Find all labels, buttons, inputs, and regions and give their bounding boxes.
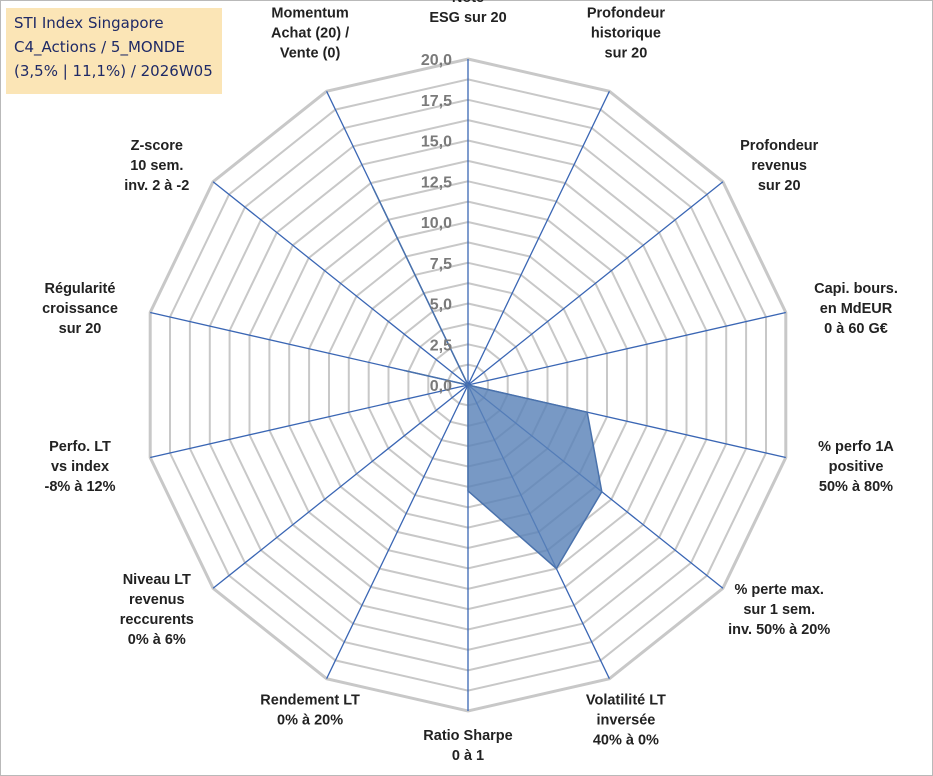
axis-label-line: ESG sur 20 [429, 10, 506, 26]
axis-label: % perfo 1A positive 50% à 80% [818, 439, 894, 495]
axis-label-line: positive [829, 459, 884, 475]
axis-label-line: sur 20 [605, 45, 648, 61]
axis-label: Rendement LT 0% à 20% [260, 693, 360, 729]
axis-label: Ratio Sharpe 0 à 1 [423, 728, 512, 764]
axis-label-line: historique [591, 25, 661, 41]
axis-label-line: Volatilité LT [586, 693, 666, 709]
axis-label: % perte max. sur 1 sem. inv. 50% à 20% [728, 582, 830, 638]
title-line-1: STI Index Singapore [14, 14, 164, 32]
axis-label: Z-score 10 sem. inv. 2 à -2 [124, 138, 189, 194]
axis-label-line: 10 sem. [130, 158, 183, 174]
axis-label-line: Profondeur [587, 5, 665, 21]
tick-label: 10,0 [421, 215, 452, 232]
axis-label-line: Note [452, 0, 484, 6]
tick-label: 17,5 [421, 93, 452, 110]
tick-label: 5,0 [430, 297, 452, 314]
chart-title-box: STI Index Singapore C4_Actions / 5_MONDE… [6, 8, 222, 94]
axis-spoke [212, 384, 469, 589]
axis-label-line: Profondeur [740, 138, 818, 154]
axis-label-line: 0% à 6% [128, 632, 186, 648]
data-polygon [371, 186, 603, 570]
axis-label-line: inversée [596, 713, 655, 729]
axis-spoke [467, 311, 786, 386]
axis-spoke [326, 384, 469, 679]
axis-label-line: Ratio Sharpe [423, 728, 512, 744]
axis-label: Profondeur revenus sur 20 [740, 138, 818, 194]
axis-labels: Note ESG sur 20 Profondeur historique sur 20… [42, 0, 898, 764]
tick-label: 20,0 [421, 52, 452, 69]
axis-label: Niveau LT revenus reccurents 0% à 6% [120, 572, 194, 648]
tick-label: 15,0 [421, 134, 452, 151]
axis-label-line: Vente (0) [280, 45, 341, 61]
axis-label-line: inv. 50% à 20% [728, 622, 830, 638]
axis-label-line: 0 à 1 [452, 748, 484, 764]
axis-label-line: Perfo. LT [49, 439, 111, 455]
title-line-2: C4_Actions / 5_MONDE [14, 38, 185, 56]
tick-label: 2,5 [430, 337, 452, 354]
axis-label-line: sur 20 [758, 178, 801, 194]
tick-label: 7,5 [430, 256, 452, 273]
axis-label-line: % perfo 1A [818, 439, 894, 455]
axis-label-line: 40% à 0% [593, 733, 659, 749]
axis-label: Régularité croissance sur 20 [42, 281, 118, 337]
axis-label-line: Capi. bours. [814, 281, 898, 297]
axis-label-line: en MdEUR [820, 301, 893, 317]
axis-label: Perfo. LT vs index -8% à 12% [45, 439, 116, 495]
tick-label: 0,0 [430, 378, 452, 395]
axis-label-line: sur 20 [59, 321, 102, 337]
axis-label: Momentum Achat (20) / Vente (0) [271, 5, 349, 61]
axis-label-line: vs index [51, 459, 109, 475]
axis-label-line: 0 à 60 G€ [824, 321, 888, 337]
axis-label: Profondeur historique sur 20 [587, 5, 665, 61]
axis-label-line: 50% à 80% [819, 479, 893, 495]
axis-label-line: revenus [751, 158, 807, 174]
axis-spoke [467, 91, 610, 386]
axis-label-line: 0% à 20% [277, 713, 343, 729]
tick-labels: 0,0 2,5 5,0 7,5 10,0 12,5 15,0 17,5 20,0 [421, 52, 452, 395]
axis-label-line: Rendement LT [260, 693, 360, 709]
axis-label: Volatilité LT inversée 40% à 0% [586, 693, 666, 749]
axis-label-line: % perte max. [734, 582, 823, 598]
axis-spoke [212, 181, 469, 386]
axis-label-line: croissance [42, 301, 118, 317]
axis-label-line: Momentum [271, 5, 348, 21]
title-line-3: (3,5% | 11,1%) / 2026W05 [14, 62, 213, 80]
axis-label-line: -8% à 12% [45, 479, 116, 495]
axis-label: Capi. bours. en MdEUR 0 à 60 G€ [814, 281, 898, 337]
axis-label-line: sur 1 sem. [743, 602, 815, 618]
axis-label-line: reccurents [120, 612, 194, 628]
axis-label-line: Achat (20) / [271, 25, 349, 41]
axis-label-line: Régularité [45, 281, 116, 297]
axis-label-line: revenus [129, 592, 185, 608]
axis-label-line: Z-score [131, 138, 183, 154]
data-area [371, 186, 603, 570]
axis-spoke [150, 384, 469, 459]
axis-label: Note ESG sur 20 [429, 0, 506, 26]
axis-label-line: Niveau LT [123, 572, 191, 588]
axis-label-line: inv. 2 à -2 [124, 178, 189, 194]
tick-label: 12,5 [421, 174, 452, 191]
axis-spoke [467, 181, 724, 386]
